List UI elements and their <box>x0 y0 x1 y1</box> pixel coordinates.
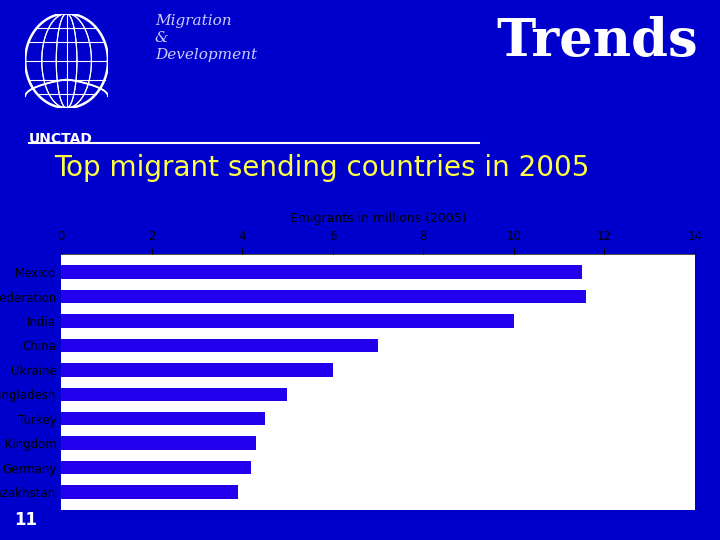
Text: 11: 11 <box>14 511 37 529</box>
Bar <box>61 314 514 328</box>
Bar <box>61 461 251 474</box>
Bar <box>61 363 333 376</box>
Text: UNCTAD: UNCTAD <box>29 132 93 146</box>
X-axis label: Emigrants in millions (2005): Emigrants in millions (2005) <box>289 212 467 225</box>
Bar <box>61 266 582 279</box>
Bar <box>61 339 378 352</box>
Bar <box>61 436 256 450</box>
Bar <box>61 388 287 401</box>
Text: Trends: Trends <box>497 16 698 67</box>
Bar <box>61 412 265 426</box>
Bar <box>61 290 586 303</box>
Text: Top migrant sending countries in 2005: Top migrant sending countries in 2005 <box>54 154 590 182</box>
Bar <box>61 485 238 498</box>
Text: Migration
&
Development: Migration & Development <box>155 14 257 62</box>
